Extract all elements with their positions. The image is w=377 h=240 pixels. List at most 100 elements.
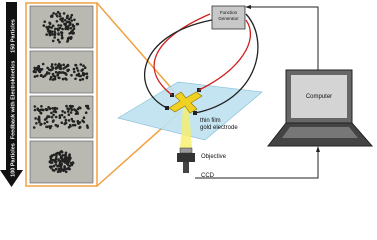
particle bbox=[60, 33, 64, 37]
particle bbox=[75, 66, 79, 70]
particle bbox=[79, 78, 82, 82]
particle bbox=[68, 123, 72, 127]
objective bbox=[177, 153, 195, 162]
particle bbox=[71, 32, 75, 35]
objective bbox=[179, 147, 193, 154]
particle bbox=[74, 77, 77, 81]
particle bbox=[47, 125, 51, 128]
particle bbox=[64, 118, 68, 122]
particle bbox=[85, 75, 89, 79]
panel bbox=[29, 140, 94, 184]
particle bbox=[54, 13, 58, 16]
particle bbox=[48, 165, 52, 169]
particle bbox=[56, 73, 59, 77]
particle bbox=[48, 22, 52, 26]
particle bbox=[76, 69, 80, 72]
particle bbox=[46, 66, 49, 70]
particle bbox=[61, 160, 65, 163]
particle bbox=[61, 77, 65, 81]
particle bbox=[34, 117, 37, 120]
particle bbox=[37, 69, 41, 73]
particle bbox=[77, 72, 81, 76]
particle bbox=[51, 24, 55, 28]
particle bbox=[59, 161, 62, 165]
particle bbox=[41, 62, 45, 66]
particle bbox=[56, 151, 59, 155]
particle bbox=[62, 63, 65, 67]
particle bbox=[85, 72, 89, 75]
particle bbox=[70, 13, 74, 17]
particle bbox=[71, 105, 74, 108]
top-label: 150 Particles bbox=[10, 19, 16, 53]
particle bbox=[38, 118, 41, 122]
particle bbox=[69, 26, 73, 30]
particle bbox=[50, 26, 53, 29]
micrograph-panels bbox=[29, 5, 94, 184]
particle bbox=[51, 33, 54, 36]
particle bbox=[58, 116, 62, 120]
particle bbox=[63, 161, 67, 164]
particle bbox=[51, 39, 55, 43]
particle bbox=[43, 122, 46, 125]
particle bbox=[67, 113, 71, 116]
particle bbox=[36, 107, 39, 110]
particle bbox=[60, 156, 63, 159]
particle bbox=[53, 36, 56, 39]
particle bbox=[52, 12, 55, 15]
computer-label: Computer bbox=[306, 94, 332, 100]
particle bbox=[67, 126, 71, 129]
panel bbox=[29, 5, 94, 49]
particle bbox=[55, 107, 59, 110]
particle bbox=[73, 18, 76, 22]
particle bbox=[40, 105, 43, 108]
particle bbox=[64, 72, 67, 75]
particle bbox=[86, 126, 89, 129]
function-generator bbox=[211, 5, 246, 30]
particle bbox=[44, 107, 48, 111]
particle bbox=[48, 107, 52, 110]
particle bbox=[72, 120, 76, 123]
particle bbox=[52, 153, 56, 157]
particle bbox=[51, 72, 55, 76]
particle bbox=[41, 108, 45, 112]
particle bbox=[61, 20, 64, 23]
particle bbox=[70, 117, 74, 121]
panel bbox=[29, 95, 94, 139]
particle bbox=[79, 63, 83, 66]
particle bbox=[46, 115, 49, 118]
particle bbox=[64, 27, 67, 31]
particle bbox=[56, 14, 59, 18]
particle bbox=[49, 68, 52, 72]
particle bbox=[78, 125, 82, 129]
particle bbox=[64, 170, 68, 174]
particle bbox=[83, 66, 87, 69]
particle bbox=[60, 71, 63, 74]
particle bbox=[64, 22, 68, 26]
particle bbox=[58, 14, 62, 18]
particle bbox=[33, 105, 37, 108]
particle bbox=[68, 164, 72, 168]
particle bbox=[62, 169, 65, 172]
particle bbox=[69, 16, 73, 19]
particle bbox=[48, 29, 51, 33]
particle bbox=[55, 20, 59, 23]
function-generator-label: Generator bbox=[218, 16, 239, 21]
particle bbox=[42, 75, 45, 78]
wire bbox=[194, 13, 259, 114]
particle bbox=[48, 33, 52, 36]
particle bbox=[54, 110, 58, 114]
particle bbox=[57, 62, 61, 66]
particle bbox=[70, 162, 74, 166]
particle bbox=[59, 18, 62, 21]
particle bbox=[55, 160, 58, 163]
particle bbox=[33, 108, 37, 112]
particle bbox=[66, 161, 70, 164]
particle bbox=[49, 155, 52, 158]
particle bbox=[56, 125, 59, 128]
particle bbox=[33, 75, 37, 78]
particle bbox=[68, 17, 71, 21]
particle bbox=[49, 125, 53, 128]
particle bbox=[64, 154, 68, 157]
signal-arrow bbox=[195, 150, 319, 179]
particle bbox=[52, 110, 56, 113]
